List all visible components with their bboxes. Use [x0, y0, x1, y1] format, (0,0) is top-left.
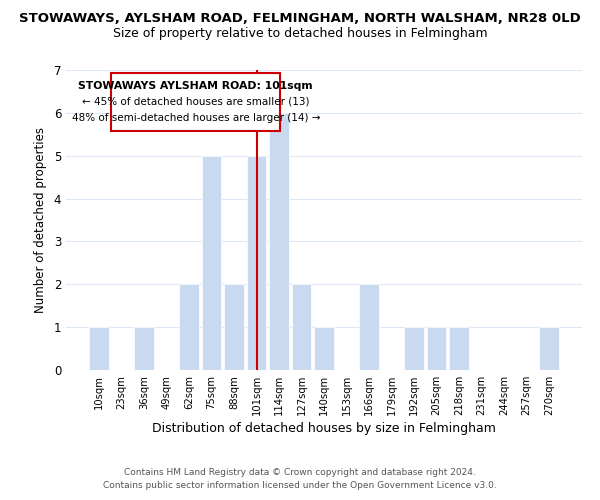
Bar: [427, 327, 446, 370]
Bar: [269, 113, 289, 370]
X-axis label: Distribution of detached houses by size in Felmingham: Distribution of detached houses by size …: [152, 422, 496, 435]
Bar: [292, 284, 311, 370]
Bar: [359, 284, 379, 370]
Bar: [539, 327, 559, 370]
Y-axis label: Number of detached properties: Number of detached properties: [34, 127, 47, 313]
Text: STOWAWAYS AYLSHAM ROAD: 101sqm: STOWAWAYS AYLSHAM ROAD: 101sqm: [79, 80, 313, 90]
Text: STOWAWAYS, AYLSHAM ROAD, FELMINGHAM, NORTH WALSHAM, NR28 0LD: STOWAWAYS, AYLSHAM ROAD, FELMINGHAM, NOR…: [19, 12, 581, 26]
Bar: [202, 156, 221, 370]
FancyBboxPatch shape: [112, 73, 280, 131]
Bar: [224, 284, 244, 370]
Bar: [179, 284, 199, 370]
Bar: [449, 327, 469, 370]
Text: Contains public sector information licensed under the Open Government Licence v3: Contains public sector information licen…: [103, 480, 497, 490]
Bar: [134, 327, 154, 370]
Bar: [404, 327, 424, 370]
Text: 48% of semi-detached houses are larger (14) →: 48% of semi-detached houses are larger (…: [71, 113, 320, 123]
Text: Contains HM Land Registry data © Crown copyright and database right 2024.: Contains HM Land Registry data © Crown c…: [124, 468, 476, 477]
Text: Size of property relative to detached houses in Felmingham: Size of property relative to detached ho…: [113, 28, 487, 40]
Text: ← 45% of detached houses are smaller (13): ← 45% of detached houses are smaller (13…: [82, 97, 310, 107]
Bar: [247, 156, 266, 370]
Bar: [314, 327, 334, 370]
Bar: [89, 327, 109, 370]
